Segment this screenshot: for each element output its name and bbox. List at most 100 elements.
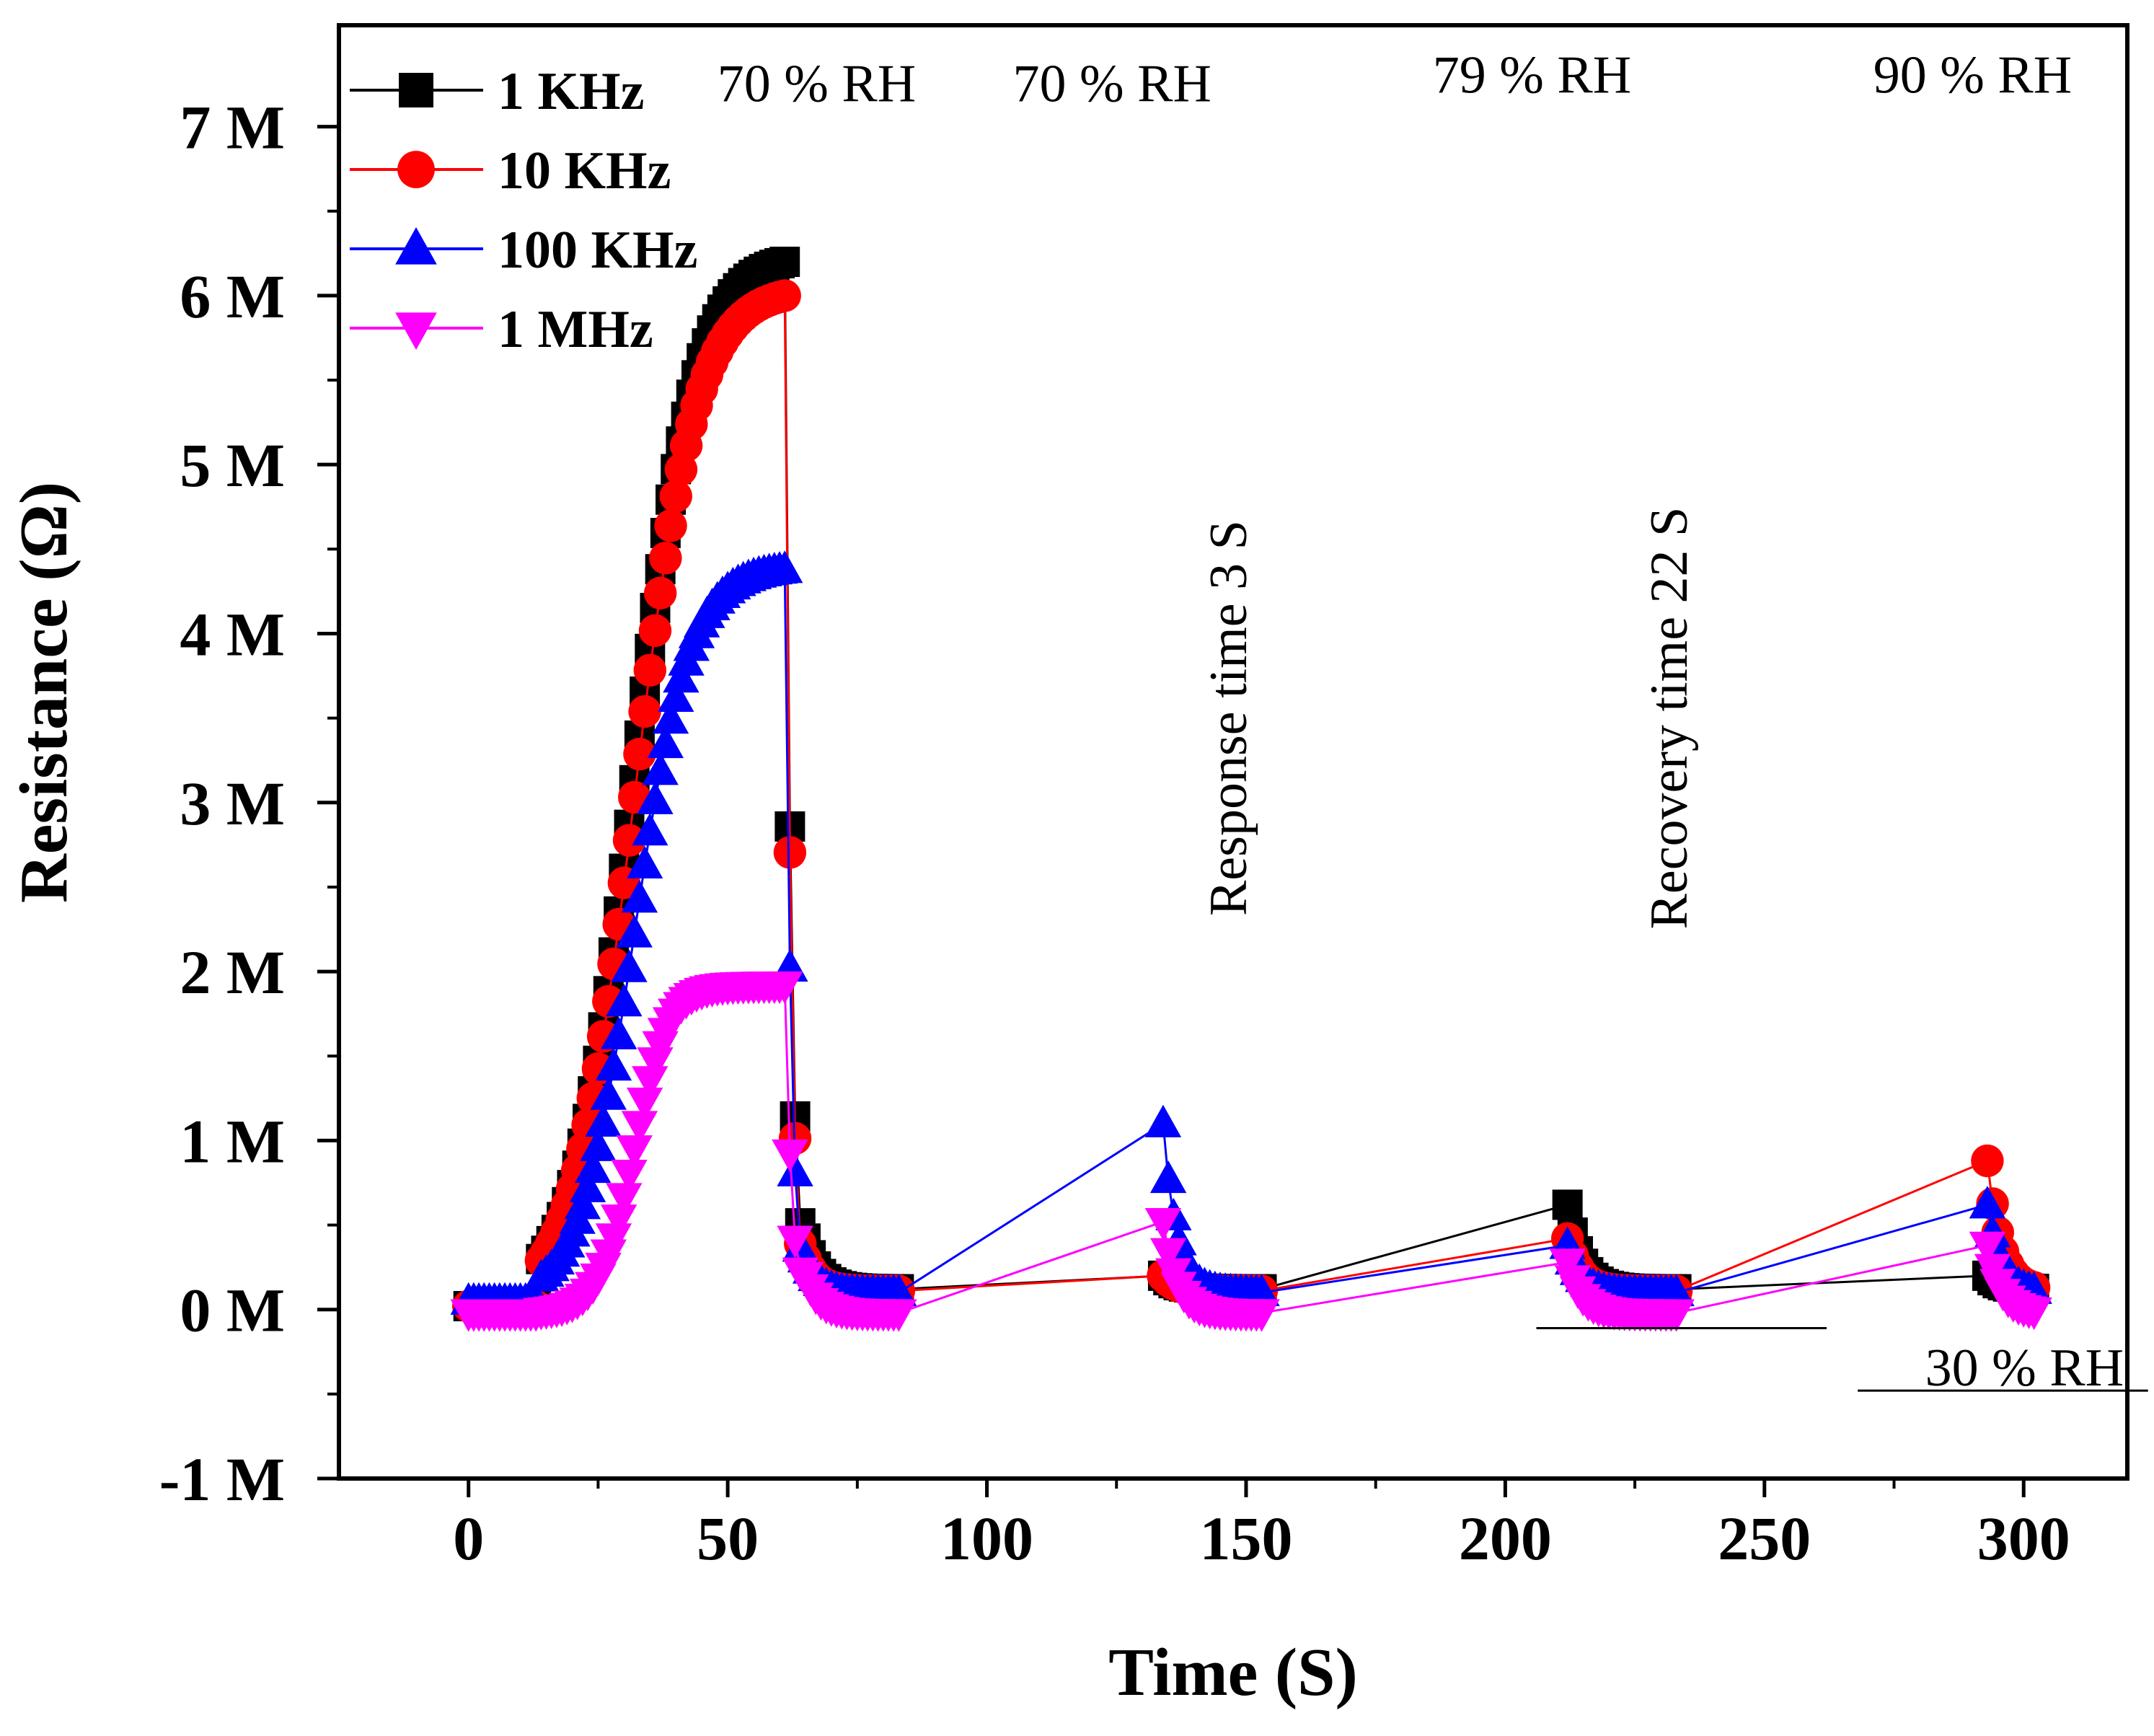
data-point xyxy=(1969,1186,2006,1219)
x-tick-label: 50 xyxy=(697,1504,759,1573)
legend-marker xyxy=(397,151,435,188)
data-point xyxy=(623,737,656,771)
data-point xyxy=(663,660,699,693)
data-point xyxy=(1969,1231,2006,1264)
data-point xyxy=(628,695,661,728)
data-point xyxy=(659,480,692,513)
data-point xyxy=(768,279,801,312)
legend-label: 1 MHz xyxy=(498,300,653,359)
data-point xyxy=(626,845,663,878)
data-point xyxy=(580,1128,617,1161)
data-point xyxy=(1243,1273,1280,1307)
series-1-mhz xyxy=(450,971,2052,1332)
data-point xyxy=(1243,1299,1280,1332)
y-tick-label: 7 M xyxy=(180,93,285,162)
data-point xyxy=(1149,1160,1187,1194)
y-tick-label: 3 M xyxy=(180,769,285,838)
data-point xyxy=(616,915,653,948)
data-point xyxy=(644,576,677,610)
legend-item: 1 MHz xyxy=(350,300,653,359)
data-point xyxy=(590,1077,627,1110)
data-point xyxy=(1658,1299,1695,1332)
annotation-label: 70 % RH xyxy=(1012,54,1211,113)
data-point xyxy=(632,813,668,846)
annotation-label: 90 % RH xyxy=(1873,46,2072,105)
y-axis: -1 M 0 M 1 M 2 M 3 M 4 M 5 M 6 M 7 M xyxy=(159,93,339,1514)
legend-label: 100 KHz xyxy=(498,221,697,280)
data-point xyxy=(611,1160,648,1193)
data-point xyxy=(616,1135,653,1168)
x-tick-label: 200 xyxy=(1459,1504,1552,1573)
x-tick-label: 100 xyxy=(940,1504,1033,1573)
annotation-label: 30 % RH xyxy=(1925,1339,2124,1398)
data-point xyxy=(1971,1144,2004,1178)
annotation-label: 79 % RH xyxy=(1433,46,1631,105)
data-point xyxy=(649,542,682,575)
data-point xyxy=(626,1087,663,1121)
legend-marker xyxy=(399,73,433,107)
data-point xyxy=(621,1111,658,1144)
legend: 1 KHz 10 KHz 100 KHz 1 MHz xyxy=(350,62,697,359)
data-point xyxy=(880,1299,917,1332)
data-point xyxy=(1658,1274,1695,1307)
y-tick-label: 4 M xyxy=(180,599,285,669)
data-point xyxy=(1144,1207,1182,1241)
data-point xyxy=(1144,1104,1182,1137)
data-point xyxy=(600,1016,637,1049)
data-point xyxy=(569,1169,606,1202)
data-point xyxy=(595,1048,632,1081)
data-point xyxy=(658,679,694,713)
y-tick-label: 2 M xyxy=(180,938,285,1007)
data-point xyxy=(1149,1238,1187,1271)
data-point xyxy=(606,984,643,1017)
data-point xyxy=(769,247,800,278)
legend-label: 1 KHz xyxy=(498,62,644,121)
data-point xyxy=(637,781,674,814)
data-point xyxy=(633,653,666,687)
data-point xyxy=(652,701,689,734)
data-point xyxy=(575,1150,612,1184)
data-point xyxy=(564,1186,601,1220)
annotation-label: Response time 3 S xyxy=(1199,520,1258,916)
legend-item: 100 KHz xyxy=(350,221,697,280)
legend-marker xyxy=(395,312,437,350)
data-point xyxy=(767,971,803,1005)
data-point xyxy=(606,1183,643,1216)
series-line xyxy=(468,984,2034,1314)
data-point xyxy=(767,550,803,583)
data-point xyxy=(621,880,658,913)
data-point xyxy=(595,1223,632,1256)
data-point xyxy=(777,1153,813,1186)
data-point xyxy=(642,752,679,785)
y-axis-title: Resistance (Ω) xyxy=(6,482,81,903)
x-tick-label: 0 xyxy=(453,1504,484,1573)
data-point xyxy=(600,1204,637,1238)
data-point xyxy=(2016,1297,2052,1331)
legend-marker xyxy=(395,227,437,265)
y-tick-label: 5 M xyxy=(180,431,285,500)
y-tick-label: 0 M xyxy=(180,1276,285,1345)
y-tick-label: 6 M xyxy=(180,262,285,331)
data-point xyxy=(772,1139,808,1173)
annotation-layer: 70 % RH 70 % RH 79 % RH 90 % RH 30 % RH Respo… xyxy=(718,46,2148,1398)
plot-frame xyxy=(337,23,2129,1481)
y-tick-label: 1 M xyxy=(180,1106,285,1176)
x-tick-label: 250 xyxy=(1718,1504,1811,1573)
data-point xyxy=(585,1103,622,1137)
x-tick-label: 150 xyxy=(1199,1504,1292,1573)
data-point xyxy=(632,1066,668,1099)
data-point xyxy=(612,824,646,857)
data-point xyxy=(1549,1248,1586,1282)
legend-label: 10 KHz xyxy=(498,141,671,201)
data-point xyxy=(777,1225,813,1259)
annotation-label: Recovery time 22 S xyxy=(1640,507,1699,930)
legend-item: 1 KHz xyxy=(350,62,644,121)
x-tick-label: 300 xyxy=(1977,1504,2070,1573)
annotation-label: 70 % RH xyxy=(718,54,916,113)
data-point xyxy=(611,949,648,982)
y-tick-label: -1 M xyxy=(159,1445,285,1514)
data-point xyxy=(647,725,684,759)
data-point xyxy=(654,509,687,542)
series-layer xyxy=(450,247,2052,1332)
